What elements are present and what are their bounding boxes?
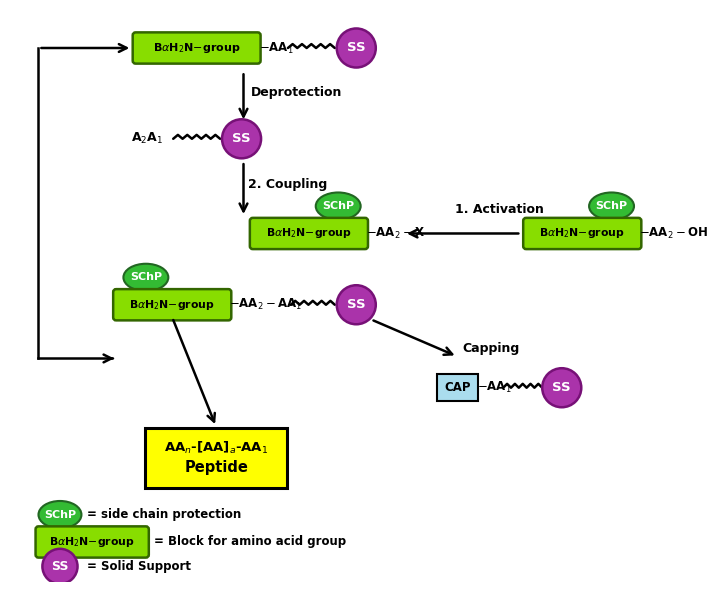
Text: 1. Activation: 1. Activation (455, 203, 544, 216)
Ellipse shape (316, 193, 361, 220)
FancyBboxPatch shape (250, 218, 368, 249)
Circle shape (222, 119, 261, 158)
Text: B$\alpha$H$_2$N$-$group: B$\alpha$H$_2$N$-$group (153, 41, 240, 55)
Ellipse shape (38, 501, 82, 528)
Text: B$\alpha$H$_2$N$-$group: B$\alpha$H$_2$N$-$group (49, 535, 135, 549)
Circle shape (542, 368, 581, 407)
Text: $-$AA$_2-$X: $-$AA$_2-$X (366, 226, 425, 241)
Text: SChP: SChP (322, 201, 355, 211)
Circle shape (43, 549, 77, 584)
Text: = side chain protection: = side chain protection (87, 508, 242, 521)
Text: SS: SS (347, 298, 365, 311)
Text: AA$_n$-[AA]$_a$-AA$_1$: AA$_n$-[AA]$_a$-AA$_1$ (164, 440, 269, 456)
Ellipse shape (589, 193, 634, 220)
Text: A$_2$A$_1$: A$_2$A$_1$ (131, 131, 163, 146)
Text: SChP: SChP (44, 509, 76, 519)
Text: $-$AA$_1$: $-$AA$_1$ (258, 41, 293, 55)
Text: B$\alpha$H$_2$N$-$group: B$\alpha$H$_2$N$-$group (129, 298, 215, 312)
Text: SChP: SChP (130, 273, 162, 282)
Text: B$\alpha$H$_2$N$-$group: B$\alpha$H$_2$N$-$group (266, 227, 352, 240)
Text: Capping: Capping (462, 342, 519, 355)
Text: Deprotection: Deprotection (251, 87, 343, 100)
FancyBboxPatch shape (113, 289, 231, 320)
Text: SS: SS (232, 133, 251, 145)
Circle shape (336, 28, 375, 68)
FancyBboxPatch shape (437, 374, 478, 401)
Circle shape (336, 285, 375, 325)
Text: SS: SS (51, 560, 69, 573)
Text: B$\alpha$H$_2$N$-$group: B$\alpha$H$_2$N$-$group (539, 227, 625, 240)
FancyBboxPatch shape (145, 428, 287, 488)
FancyBboxPatch shape (35, 527, 149, 558)
Text: $-$AA$_2-$AA$_1$: $-$AA$_2-$AA$_1$ (230, 297, 303, 312)
Text: SS: SS (552, 381, 571, 394)
Ellipse shape (123, 264, 168, 291)
Text: SS: SS (347, 41, 365, 55)
Text: = Block for amino acid group: = Block for amino acid group (154, 535, 346, 548)
Text: $-$AA$_1$: $-$AA$_1$ (477, 380, 511, 395)
Text: SChP: SChP (596, 201, 627, 211)
Text: 2. Coupling: 2. Coupling (248, 178, 328, 191)
Text: $-$AA$_2-$OH: $-$AA$_2-$OH (640, 226, 708, 241)
Text: CAP: CAP (444, 381, 471, 394)
FancyBboxPatch shape (523, 218, 641, 249)
FancyBboxPatch shape (133, 32, 261, 64)
Text: Peptide: Peptide (184, 460, 248, 475)
Text: = Solid Support: = Solid Support (87, 560, 191, 573)
